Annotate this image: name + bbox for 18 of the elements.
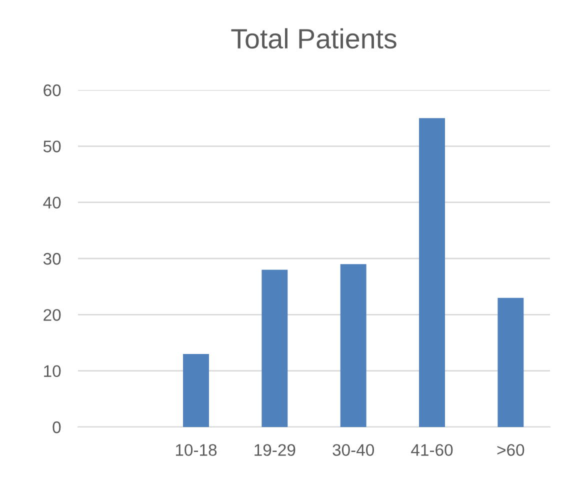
- x-tick-label: 30-40: [332, 444, 374, 456]
- bar: [498, 298, 524, 427]
- bar: [419, 118, 445, 427]
- y-tick-label: 20: [44, 309, 61, 321]
- y-tick-label: 0: [52, 421, 61, 434]
- y-tick-label: 60: [44, 84, 61, 96]
- bar: [262, 270, 288, 427]
- x-tick-label: >60: [497, 444, 524, 456]
- bar: [340, 264, 366, 427]
- y-tick-label: 50: [43, 140, 61, 152]
- y-tick-label: 30: [43, 252, 61, 265]
- bar: [183, 354, 209, 427]
- y-tick-label: 40: [43, 196, 61, 209]
- y-tick-label: 10: [44, 365, 61, 378]
- x-tick-label: 10-18: [176, 444, 217, 456]
- chart-title: Total Patients: [231, 28, 396, 49]
- x-tick-label: 19-29: [254, 444, 296, 456]
- x-tick-label: 41-60: [411, 444, 453, 456]
